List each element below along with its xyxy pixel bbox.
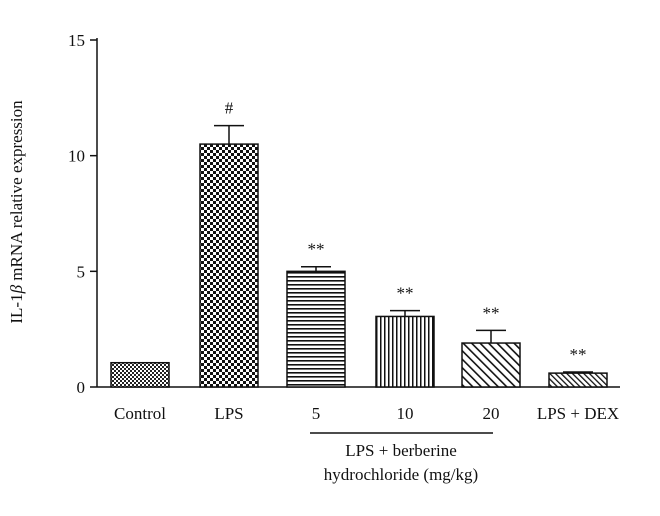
significance-label: ** <box>570 345 587 364</box>
bar <box>199 143 259 388</box>
significance-label: ** <box>483 303 500 322</box>
x-tick-label: 10 <box>397 404 414 423</box>
significance-label: # <box>225 99 234 118</box>
y-axis-label-symbol: β <box>7 284 26 294</box>
significance-label: ** <box>397 284 414 303</box>
y-tick-label: 10 <box>68 147 85 166</box>
bar <box>286 270 346 388</box>
y-tick-label: 0 <box>77 378 86 397</box>
y-axis-label: IL-1β mRNA relative expression <box>7 100 26 324</box>
group-label-line1: LPS + berberine <box>345 441 457 460</box>
bar <box>461 342 521 388</box>
x-tick-label: 5 <box>312 404 321 423</box>
significance-label: ** <box>308 240 325 259</box>
y-tick-label: 5 <box>77 262 86 281</box>
x-tick-label: 20 <box>483 404 500 423</box>
x-tick-label: Control <box>114 404 166 423</box>
bar <box>548 372 608 388</box>
plot-area: 0 5 10 15 Control # LPS ** 5 ** 10 ** 20 ** LPS + DEX <box>68 31 620 423</box>
group-label-line2: hydrochloride (mg/kg) <box>324 465 478 484</box>
x-tick-label: LPS + DEX <box>537 404 619 423</box>
x-tick-label: LPS <box>214 404 243 423</box>
y-tick-label: 15 <box>68 31 85 50</box>
bar <box>110 361 170 388</box>
bar <box>375 315 435 388</box>
